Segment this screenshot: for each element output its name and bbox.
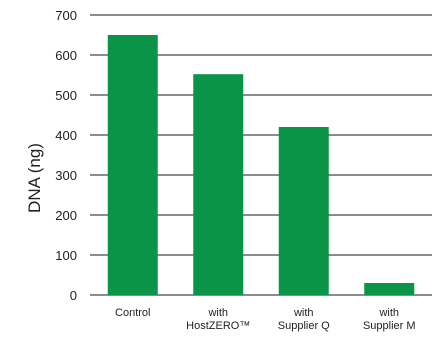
- x-category-label-line: Supplier M: [363, 320, 416, 332]
- y-tick-label: 500: [55, 88, 77, 103]
- x-category-label-line: HostZERO™: [186, 320, 250, 332]
- y-tick-label: 200: [55, 208, 77, 223]
- bar: [193, 74, 244, 295]
- x-category-label-line: Supplier Q: [278, 320, 330, 332]
- bars: [107, 35, 415, 295]
- x-category-label-line: with: [378, 307, 399, 319]
- y-tick-label: 600: [55, 48, 77, 63]
- bar: [278, 127, 329, 295]
- bar: [107, 35, 158, 295]
- x-category-label-line: with: [207, 307, 228, 319]
- y-tick-label: 100: [55, 248, 77, 263]
- x-category-label: Control: [115, 307, 150, 319]
- y-axis-ticks: 0 100 200 300 400 500 600 700: [55, 8, 77, 303]
- x-category-label: with HostZERO™: [186, 307, 250, 332]
- y-tick-label: 0: [70, 288, 77, 303]
- x-category-label-line: Control: [115, 307, 150, 319]
- y-axis-title: DNA (ng): [25, 143, 44, 213]
- y-tick-label: 400: [55, 128, 77, 143]
- x-category-label: with Supplier Q: [278, 307, 330, 332]
- y-tick-label: 700: [55, 8, 77, 23]
- x-category-label-line: with: [293, 307, 314, 319]
- y-tick-label: 300: [55, 168, 77, 183]
- bar: [364, 283, 415, 295]
- x-category-label: with Supplier M: [363, 307, 416, 332]
